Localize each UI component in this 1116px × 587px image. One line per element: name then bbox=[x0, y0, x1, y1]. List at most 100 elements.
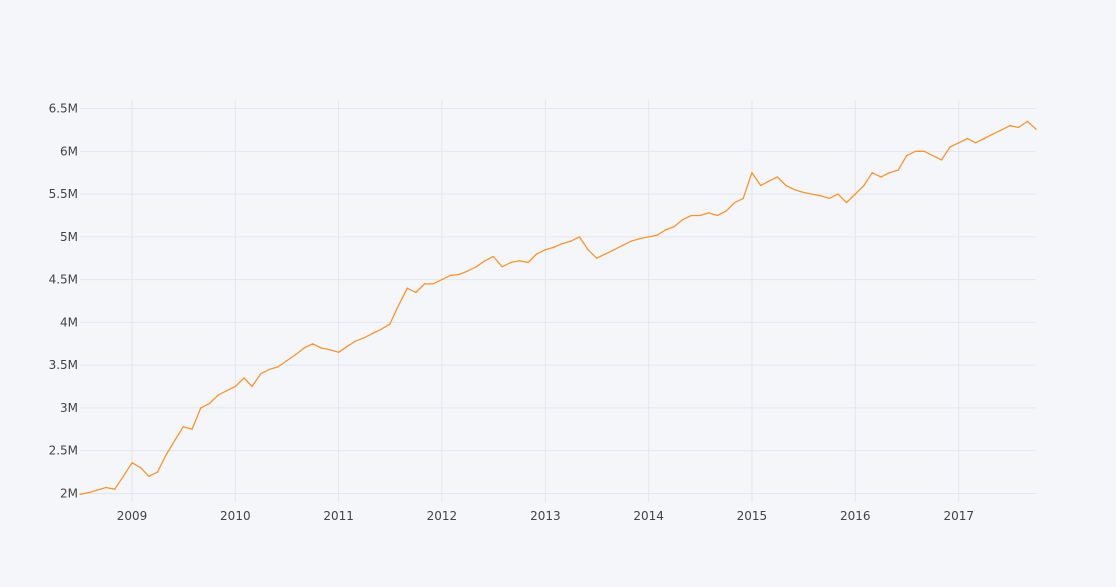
data-point bbox=[492, 255, 495, 258]
data-point bbox=[1000, 129, 1003, 131]
data-point bbox=[174, 439, 176, 442]
data-point bbox=[320, 347, 323, 349]
data-point bbox=[776, 176, 779, 178]
data-point bbox=[140, 467, 142, 469]
data-point bbox=[983, 137, 985, 140]
y-tick-label: 2.5M bbox=[49, 444, 78, 458]
data-point bbox=[501, 266, 503, 268]
data-point bbox=[1035, 128, 1037, 130]
data-point bbox=[389, 323, 391, 325]
x-tick-label: 2009 bbox=[117, 509, 148, 523]
data-point bbox=[656, 234, 659, 236]
data-point bbox=[604, 253, 607, 255]
data-point bbox=[871, 172, 873, 174]
data-point bbox=[303, 347, 305, 349]
data-point bbox=[518, 260, 521, 262]
data-point bbox=[828, 197, 830, 200]
y-tick-label: 4.5M bbox=[49, 273, 78, 287]
data-point bbox=[570, 240, 572, 242]
data-point bbox=[767, 180, 770, 182]
data-point bbox=[329, 349, 331, 351]
data-point bbox=[819, 195, 822, 197]
x-tick-label: 2016 bbox=[840, 509, 871, 523]
data-point bbox=[742, 197, 744, 200]
data-point bbox=[906, 154, 908, 157]
data-point bbox=[96, 489, 99, 491]
data-point bbox=[673, 225, 675, 228]
data-point bbox=[415, 291, 417, 294]
data-point bbox=[380, 328, 383, 330]
data-point bbox=[699, 214, 701, 217]
data-point bbox=[863, 184, 865, 187]
data-point bbox=[354, 340, 356, 342]
data-point bbox=[122, 475, 124, 478]
y-tick-label: 5M bbox=[60, 230, 78, 244]
data-point bbox=[337, 351, 340, 354]
data-point bbox=[148, 475, 150, 478]
data-point bbox=[156, 471, 159, 473]
y-tick-label: 3M bbox=[60, 401, 78, 415]
data-point bbox=[974, 142, 977, 144]
data-point bbox=[716, 214, 719, 217]
data-point bbox=[346, 345, 349, 348]
data-point bbox=[613, 248, 615, 251]
data-point bbox=[510, 261, 512, 264]
data-point bbox=[621, 244, 624, 247]
data-point bbox=[363, 337, 365, 339]
x-tick-label: 2017 bbox=[943, 509, 974, 523]
y-tick-label: 5.5M bbox=[49, 187, 78, 201]
data-point bbox=[914, 150, 917, 153]
data-point bbox=[751, 172, 753, 174]
data-point bbox=[243, 377, 245, 379]
data-point bbox=[225, 390, 228, 392]
data-point bbox=[897, 169, 899, 171]
data-point bbox=[639, 237, 641, 240]
data-point bbox=[932, 154, 934, 157]
data-point bbox=[958, 142, 960, 144]
data-point bbox=[845, 201, 848, 204]
data-point bbox=[811, 193, 813, 195]
data-point bbox=[423, 283, 426, 285]
data-point bbox=[88, 491, 90, 494]
x-tick-label: 2012 bbox=[427, 509, 458, 523]
data-point bbox=[535, 253, 538, 255]
x-tick-label: 2013 bbox=[530, 509, 561, 523]
data-point bbox=[733, 201, 736, 204]
data-point bbox=[268, 368, 270, 371]
x-tick-label: 2010 bbox=[220, 509, 251, 523]
data-point bbox=[1009, 124, 1011, 127]
data-point bbox=[647, 236, 650, 238]
y-tick-label: 4M bbox=[60, 315, 78, 329]
data-point bbox=[251, 385, 253, 388]
data-point bbox=[664, 229, 667, 231]
data-point bbox=[587, 248, 589, 251]
series-layer bbox=[79, 120, 1037, 496]
data-point bbox=[949, 146, 951, 148]
grid bbox=[80, 100, 1036, 502]
data-point bbox=[475, 266, 477, 268]
data-point bbox=[1026, 120, 1029, 123]
x-tick-label: 2015 bbox=[737, 509, 768, 523]
data-point bbox=[793, 189, 796, 191]
data-point bbox=[466, 270, 469, 272]
data-point bbox=[940, 159, 943, 161]
data-point bbox=[217, 394, 219, 396]
data-point bbox=[105, 486, 107, 489]
y-tick-label: 6.5M bbox=[49, 102, 78, 116]
data-point bbox=[1018, 126, 1020, 129]
data-point bbox=[992, 133, 994, 135]
data-point bbox=[484, 260, 486, 262]
data-point bbox=[371, 332, 374, 335]
y-tick-label: 2M bbox=[60, 486, 78, 500]
data-point bbox=[200, 407, 202, 409]
data-point bbox=[449, 274, 452, 277]
data-point bbox=[854, 193, 856, 195]
data-point bbox=[690, 214, 693, 217]
data-point bbox=[527, 261, 529, 264]
data-point bbox=[681, 219, 684, 221]
data-point bbox=[966, 137, 969, 140]
x-axis: 2009 2010 2011 2012 2013 2014 2015 2016 2017 bbox=[117, 509, 974, 523]
y-axis: 2M 2.5M 3M 3.5M 4M 4.5M 5M 5.5M 6M 6.5M bbox=[49, 102, 78, 501]
